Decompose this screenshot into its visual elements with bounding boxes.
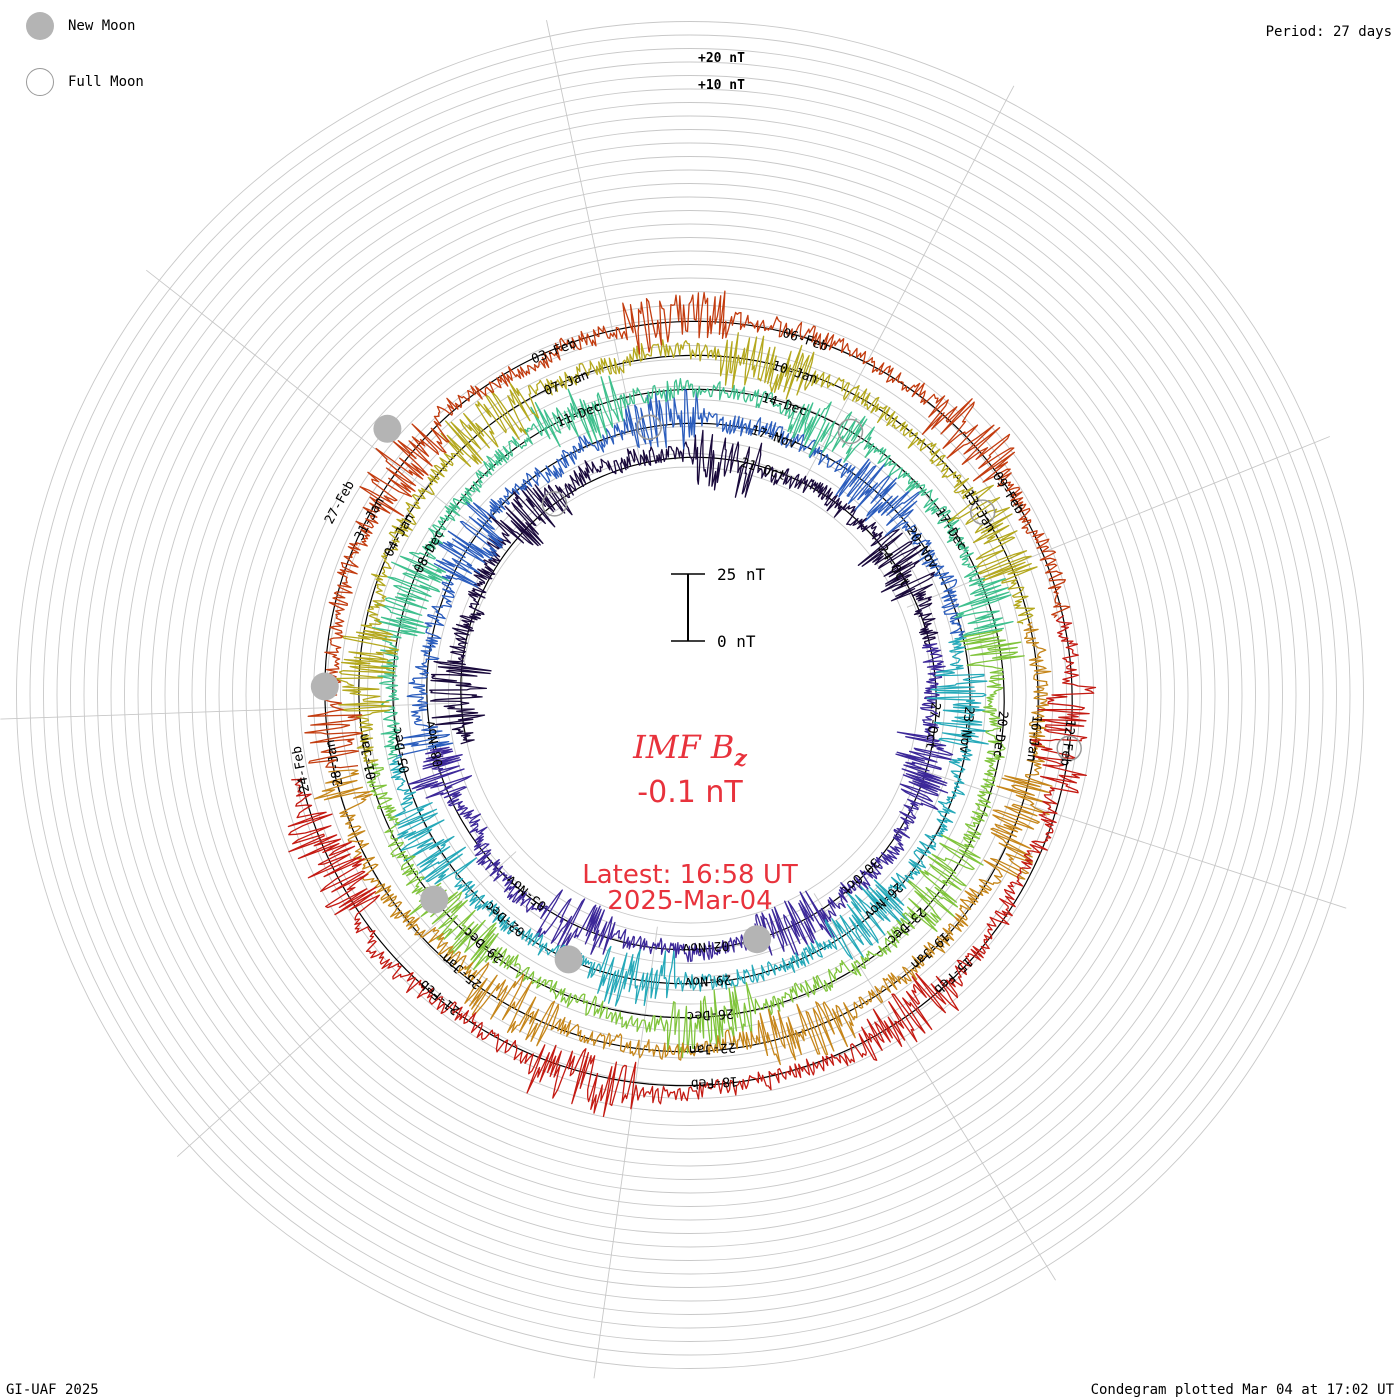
full-moon-marker [541, 491, 568, 517]
date-label: 03-Feb [530, 336, 579, 367]
scale-bar-top-label: 25 nT [717, 565, 766, 584]
grid-ring [407, 412, 973, 978]
new-moon-marker [420, 885, 449, 914]
date-label: 15-Feb [931, 953, 976, 996]
grid-ring [205, 210, 1175, 1180]
latest-time: Latest: 16:58 UT [582, 860, 798, 890]
ring-scale-label-20: +20 nT [698, 51, 745, 66]
full-moon-marker [837, 418, 864, 445]
moon-markers [310, 414, 1082, 974]
grid-ring [16, 21, 1364, 1369]
ring-grid [0, 20, 1364, 1379]
grid-spoke [912, 766, 1347, 909]
legend-new-moon-label: New Moon [68, 18, 136, 34]
grid-ring [164, 169, 1216, 1221]
date-label: 16-Jan [1023, 714, 1044, 762]
grid-ring [259, 264, 1121, 1126]
parameter-title: IMF Bz [633, 728, 747, 772]
bz-trace-segment [287, 614, 1097, 1118]
grid-spoke [906, 436, 1330, 608]
grid-ring [137, 142, 1243, 1248]
bz-trace-segment [336, 332, 1038, 765]
grid-spoke [593, 926, 658, 1379]
period-label: Period: 27 days [1265, 24, 1392, 40]
latest-date: 2025-Mar-04 [607, 886, 773, 916]
grid-spoke [813, 893, 1056, 1281]
full-moon-marker [969, 499, 996, 525]
current-value: -0.1 nT [637, 775, 743, 810]
legend-new-moon: New Moon [26, 12, 135, 40]
grid-ring [191, 196, 1189, 1194]
new-moon-marker [743, 925, 771, 954]
legend-full-moon: Full Moon [26, 68, 144, 96]
grid-ring [56, 61, 1324, 1329]
date-label: 20-Dec [989, 710, 1010, 758]
grid-ring [272, 277, 1108, 1113]
full-moon-marker [636, 414, 662, 441]
bz-trace-segment [364, 629, 1025, 1059]
new-moon-marker [554, 945, 583, 974]
bz-trace-segment [304, 290, 1071, 769]
bz-trace-segment [389, 637, 990, 1007]
bz-trace-segment [429, 429, 939, 745]
scale-bar: 25 nT 0 nT [671, 565, 766, 651]
grid-ring [286, 291, 1094, 1099]
ring-scale-label-10: +10 nT [698, 78, 745, 93]
date-label: 07-Jan [542, 368, 591, 399]
date-label: 26-Dec [686, 1005, 734, 1023]
date-label: 21-Oct [739, 455, 788, 484]
grid-ring [353, 358, 1027, 1032]
new-moon-marker [310, 672, 339, 701]
date-label: 29-Nov [684, 971, 732, 989]
grid-spoke [546, 20, 642, 467]
date-label: 08-Dec [412, 528, 448, 576]
legend-full-moon-label: Full Moon [68, 74, 144, 90]
grid-ring [29, 34, 1351, 1356]
grid-ring [245, 250, 1135, 1140]
full-moon-icon [26, 68, 54, 96]
grid-ring [124, 129, 1256, 1261]
plotted-timestamp: Condegram plotted Mar 04 at 17:02 UT [1090, 1382, 1394, 1398]
scale-bar-bottom-label: 0 nT [717, 632, 756, 651]
date-label: 22-Jan [688, 1039, 736, 1057]
grid-ring [43, 48, 1337, 1342]
grid-ring [218, 223, 1162, 1167]
grid-spoke [799, 85, 1015, 489]
date-label: 19-Jan [907, 929, 952, 972]
grid-ring [110, 115, 1270, 1275]
grid-ring [70, 75, 1310, 1315]
credit-label: GI-UAF 2025 [6, 1382, 99, 1398]
grid-ring [83, 88, 1297, 1302]
new-moon-icon [26, 12, 54, 40]
bz-trace-segment [313, 621, 1053, 1066]
bz-traces [287, 290, 1097, 1118]
date-label: 27-Feb [322, 478, 358, 527]
grid-spoke [146, 269, 506, 552]
grid-ring [448, 453, 932, 937]
bz-trace-segment [408, 643, 956, 963]
bz-trace-segment [395, 388, 966, 758]
new-moon-marker [373, 414, 402, 443]
full-moon-marker [1056, 735, 1082, 762]
grid-ring [178, 183, 1202, 1207]
date-label: 02-Nov [682, 937, 730, 955]
date-label: 23-Nov [956, 706, 977, 755]
grid-ring [97, 102, 1283, 1288]
date-label: 27-Oct [922, 701, 943, 749]
bz-trace-segment [371, 375, 1014, 760]
grid-ring [232, 237, 1148, 1153]
grid-ring [151, 156, 1229, 1234]
date-label: 18-Feb [690, 1073, 738, 1091]
date-label: 17-Dec [932, 506, 970, 554]
date-label: 12-Feb [1057, 718, 1078, 767]
grid-ring [313, 318, 1067, 1072]
